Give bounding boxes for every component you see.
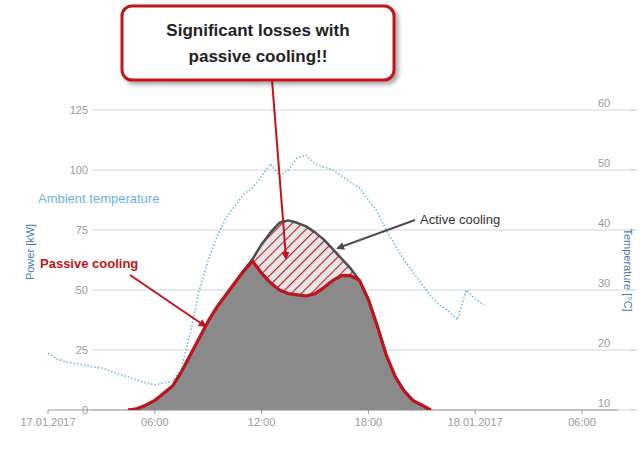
- y-axis-title: Power [kW]: [24, 224, 36, 280]
- callout-text: Significant losses with: [166, 21, 349, 40]
- area-line: [128, 220, 431, 410]
- chart: 025507510012510203040506017.01.201706:00…: [0, 0, 642, 475]
- label-arrow: [338, 220, 415, 248]
- y2-tick-label: 50: [598, 157, 610, 169]
- x-tick: [582, 410, 583, 414]
- y2-tick-label: 30: [598, 277, 610, 289]
- x-tick-label: 18:00: [355, 416, 383, 428]
- area-fill: [128, 261, 431, 410]
- label-arrow: [130, 275, 205, 326]
- page: {"chart_data": { "type": "line", "ylabel…: [0, 0, 642, 475]
- y2-tick-label: 20: [598, 337, 610, 349]
- y-tick-label: 75: [76, 224, 88, 236]
- y2-tick-label: 40: [598, 217, 610, 229]
- y-tick-label: 25: [76, 344, 88, 356]
- y2-tick-label: 60: [598, 97, 610, 109]
- y2-tick: [630, 170, 636, 171]
- grid-line: [92, 110, 636, 111]
- series-label: Active cooling: [420, 212, 500, 227]
- area-fill: [128, 220, 431, 410]
- y-tick-label: 125: [70, 104, 88, 116]
- x-tick-label: 17.01.2017: [20, 416, 75, 428]
- y-tick-label: 100: [70, 164, 88, 176]
- x-tick: [261, 410, 262, 414]
- grid-line: [92, 230, 636, 231]
- y2-tick: [630, 410, 636, 411]
- callout-arrow: [262, 80, 286, 258]
- y2-tick: [630, 110, 636, 111]
- callout-box: [122, 6, 394, 80]
- y-tick-label: 50: [76, 284, 88, 296]
- callout-text: passive cooling!!: [189, 47, 328, 66]
- x-tick: [475, 410, 476, 414]
- x-tick-label: 06:00: [141, 416, 169, 428]
- x-tick: [368, 410, 369, 414]
- x-tick-label: 18.01.2017: [448, 416, 503, 428]
- area-line: [128, 261, 431, 410]
- x-tick-label: 12:00: [248, 416, 276, 428]
- x-tick-label: 06:00: [568, 416, 596, 428]
- series-label: Ambient temperature: [38, 191, 159, 206]
- grid-line: [92, 170, 636, 171]
- y2-axis-title: Temperature [°C]: [622, 228, 634, 311]
- series-label: Passive cooling: [40, 256, 138, 271]
- y2-tick-label: 10: [598, 397, 610, 409]
- x-tick: [154, 410, 155, 414]
- x-tick: [48, 410, 49, 414]
- y2-tick: [630, 350, 636, 351]
